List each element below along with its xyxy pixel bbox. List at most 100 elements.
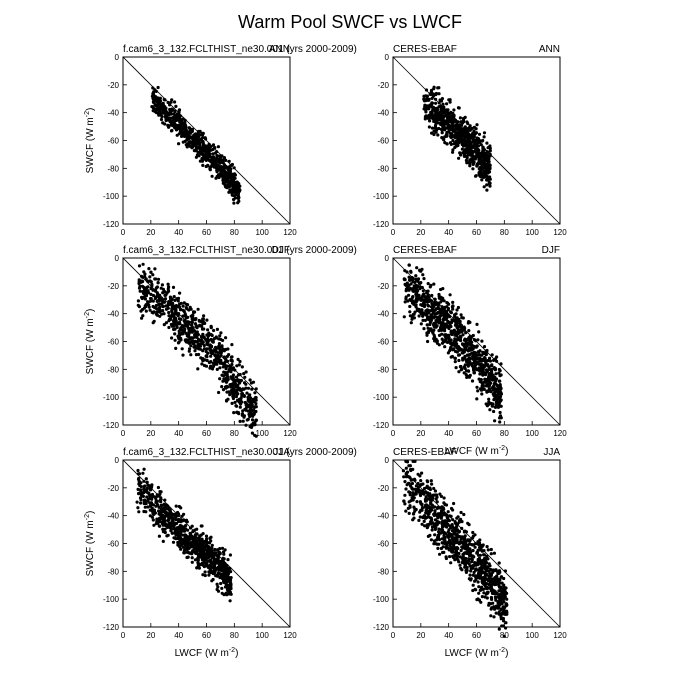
data-point: [233, 381, 237, 385]
data-point: [435, 500, 439, 504]
data-point: [497, 627, 501, 631]
data-point: [166, 100, 170, 105]
data-point: [177, 108, 182, 112]
data-point: [153, 109, 157, 113]
data-point: [411, 467, 415, 471]
data-point: [250, 387, 254, 391]
data-point: [229, 163, 233, 168]
data-point: [449, 534, 453, 538]
data-point: [137, 510, 141, 514]
data-point: [165, 534, 169, 538]
data-point: [483, 595, 487, 599]
data-point: [175, 133, 179, 137]
data-point: [251, 380, 256, 384]
data-point: [446, 313, 450, 317]
data-point: [204, 540, 208, 544]
data-point: [156, 100, 160, 104]
data-point: [426, 524, 430, 528]
data-point: [172, 122, 177, 126]
data-point: [204, 158, 208, 162]
data-point: [139, 493, 143, 497]
data-point: [220, 159, 224, 163]
data-point: [158, 314, 162, 318]
data-point: [422, 304, 427, 309]
data-point: [159, 117, 164, 122]
data-point: [443, 317, 447, 321]
data-point: [224, 347, 228, 352]
data-point: [236, 196, 241, 201]
data-point: [238, 184, 242, 188]
data-point: [147, 493, 151, 497]
data-point: [217, 337, 221, 341]
data-point: [214, 157, 218, 162]
data-point: [172, 536, 176, 540]
data-point: [490, 363, 494, 367]
data-point: [438, 320, 442, 324]
data-point: [151, 273, 155, 277]
x-tick-label: 80: [500, 228, 509, 237]
data-point: [431, 493, 435, 497]
data-point: [183, 548, 187, 552]
data-point: [167, 317, 172, 321]
data-point: [451, 118, 455, 122]
x-tick-label: 0: [391, 228, 396, 237]
y-tick-label: -100: [373, 595, 390, 604]
data-point: [205, 144, 209, 148]
data-point: [195, 146, 199, 150]
data-point: [422, 277, 426, 281]
data-point: [197, 563, 201, 567]
data-point: [227, 180, 231, 184]
data-point: [429, 90, 433, 94]
data-point: [180, 514, 184, 518]
data-point: [160, 312, 164, 316]
data-point: [190, 524, 194, 528]
data-point: [250, 423, 254, 427]
data-point: [144, 510, 148, 514]
data-point: [440, 510, 444, 514]
data-point: [466, 321, 470, 325]
data-point: [436, 86, 440, 90]
data-point: [173, 100, 177, 104]
data-point: [194, 551, 198, 556]
data-point: [158, 305, 162, 309]
data-point: [429, 299, 434, 303]
data-point: [485, 590, 489, 595]
data-point: [462, 118, 466, 122]
data-point: [197, 319, 202, 323]
data-point: [140, 316, 144, 320]
x-tick-label: 60: [472, 631, 481, 640]
data-point: [194, 536, 198, 540]
data-point: [184, 524, 188, 528]
data-point: [207, 570, 211, 574]
data-point: [158, 113, 162, 117]
data-point: [185, 142, 189, 146]
data-point: [448, 117, 452, 122]
data-point: [140, 308, 144, 312]
data-point: [427, 310, 431, 314]
data-point: [452, 329, 456, 333]
data-point: [136, 303, 140, 307]
data-point: [480, 139, 484, 143]
data-point: [150, 94, 154, 98]
data-point: [220, 385, 224, 389]
data-point: [433, 533, 437, 537]
data-point: [149, 280, 153, 284]
data-point: [447, 112, 451, 116]
data-point: [474, 588, 478, 592]
reference-line: [122, 56, 291, 225]
data-point: [402, 315, 406, 319]
data-point: [455, 535, 460, 539]
data-point: [438, 552, 442, 556]
data-point: [441, 108, 445, 112]
data-point: [478, 372, 482, 376]
data-point: [480, 339, 484, 343]
data-point: [209, 325, 213, 329]
data-point: [480, 384, 484, 388]
data-point: [163, 498, 167, 502]
data-point: [208, 165, 213, 169]
data-point: [491, 568, 495, 572]
data-point: [161, 523, 165, 527]
x-tick-label: 100: [255, 228, 269, 237]
data-point: [203, 570, 207, 574]
data-point: [240, 400, 244, 404]
